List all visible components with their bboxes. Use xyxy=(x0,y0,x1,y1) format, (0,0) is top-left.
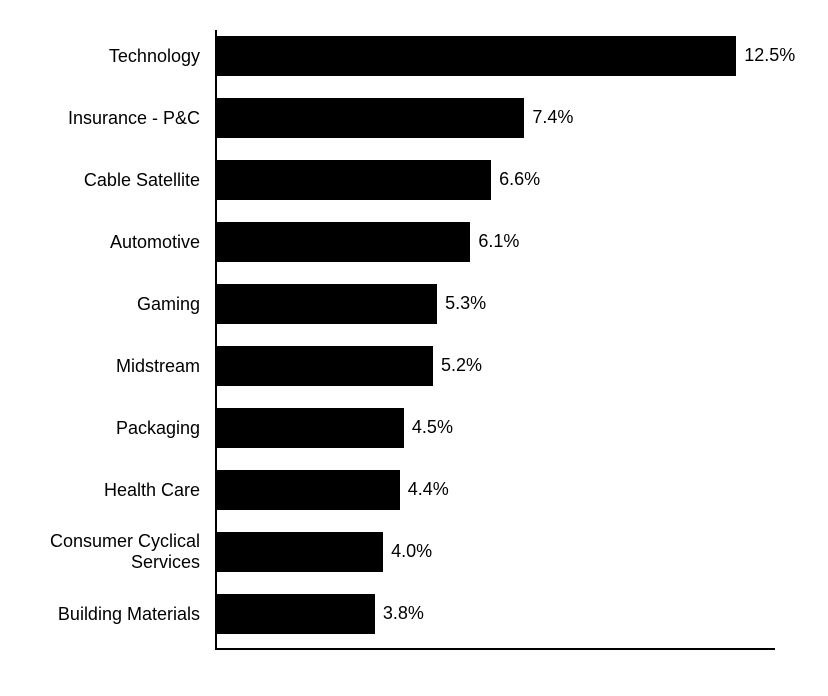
chart-row: Building Materials3.8% xyxy=(215,594,775,634)
category-label: Consumer Cyclical Services xyxy=(0,532,200,572)
category-label: Automotive xyxy=(0,222,200,262)
sector-weights-chart: Technology12.5%Insurance - P&C7.4%Cable … xyxy=(0,0,828,696)
value-label: 4.4% xyxy=(408,479,449,500)
chart-row: Packaging4.5% xyxy=(215,408,775,448)
value-label: 4.5% xyxy=(412,417,453,438)
bar xyxy=(217,594,375,634)
value-label: 5.2% xyxy=(441,355,482,376)
category-label: Cable Satellite xyxy=(0,160,200,200)
plot-area: Technology12.5% Insurance - P&C7.4% Cable … xyxy=(215,30,775,650)
category-label: Health Care xyxy=(0,470,200,510)
chart-row: Health Care4.4% xyxy=(215,470,775,510)
chart-row: Automotive6.1% xyxy=(215,222,775,262)
bar xyxy=(217,346,433,386)
bar xyxy=(217,284,437,324)
value-label: 6.6% xyxy=(499,169,540,190)
category-label: Gaming xyxy=(0,284,200,324)
value-label: 3.8% xyxy=(383,603,424,624)
category-label: Midstream xyxy=(0,346,200,386)
category-label: Building Materials xyxy=(0,594,200,634)
value-label: 6.1% xyxy=(478,231,519,252)
chart-row: Consumer Cyclical Services4.0% xyxy=(215,532,775,572)
value-label: 12.5% xyxy=(744,45,795,66)
chart-row: Gaming5.3% xyxy=(215,284,775,324)
bar xyxy=(217,160,491,200)
category-label: Insurance - P&C xyxy=(0,98,200,138)
chart-row: Cable Satellite6.6% xyxy=(215,160,775,200)
category-label: Packaging xyxy=(0,408,200,448)
value-label: 4.0% xyxy=(391,541,432,562)
bar xyxy=(217,408,404,448)
bar xyxy=(217,222,470,262)
chart-row: Insurance - P&C7.4% xyxy=(215,98,775,138)
bar xyxy=(217,36,736,76)
value-label: 5.3% xyxy=(445,293,486,314)
value-label: 7.4% xyxy=(532,107,573,128)
chart-row: Midstream5.2% xyxy=(215,346,775,386)
bar xyxy=(217,470,400,510)
chart-row: Technology12.5% xyxy=(215,36,775,76)
bar xyxy=(217,532,383,572)
category-label: Technology xyxy=(0,36,200,76)
x-axis-line xyxy=(215,648,775,650)
bar xyxy=(217,98,524,138)
